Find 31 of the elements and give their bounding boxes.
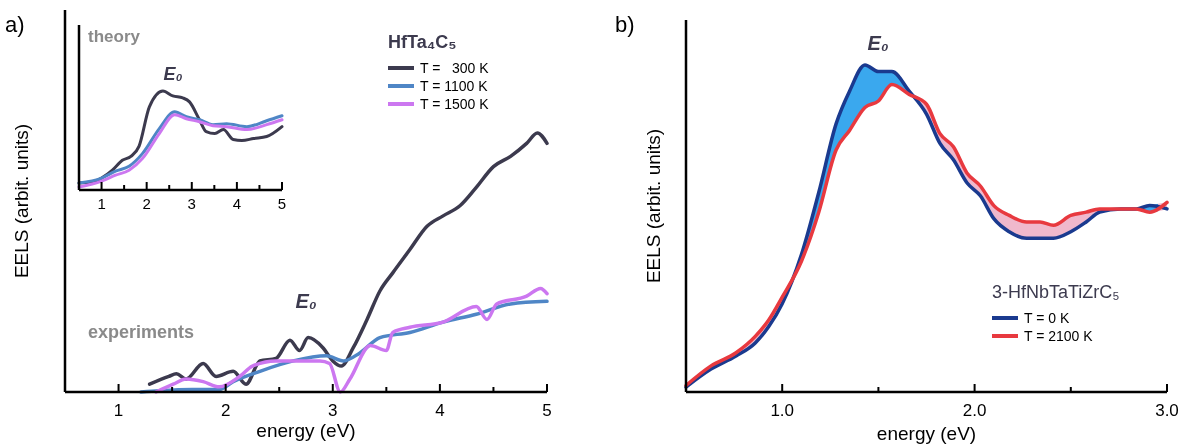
- x-tick-label: 4: [435, 401, 445, 420]
- legend-title: HfTa₄C₅: [388, 32, 457, 52]
- x-tick-label: 1: [113, 401, 124, 420]
- annotation: E₀: [295, 290, 317, 312]
- legend-label: T = 1500 K: [420, 96, 490, 112]
- y-axis-title: EELS (arbit. units): [11, 123, 32, 279]
- x-axis-title: energy (eV): [876, 423, 977, 444]
- legend-label: T = 300 K: [420, 60, 490, 76]
- x-tick-label: 3: [187, 195, 196, 212]
- text: E₀: [163, 64, 183, 84]
- x-tick-label: 2.0: [962, 401, 987, 420]
- legend-label: T = 2100 K: [1024, 328, 1094, 344]
- legend-label: T = 1100 K: [420, 78, 489, 94]
- text: E₀: [867, 32, 889, 54]
- x-tick-label: 1: [97, 195, 106, 212]
- x-tick-label: 3.0: [1155, 401, 1179, 420]
- text: b): [615, 12, 635, 37]
- x-tick-label: 2: [220, 401, 231, 420]
- annotation: experiments: [88, 322, 195, 342]
- x-tick-label: 2: [142, 195, 151, 212]
- x-tick-label: 1.0: [770, 401, 795, 420]
- text: a): [5, 12, 25, 37]
- legend-label: T = 0 K: [1024, 310, 1070, 326]
- x-tick-label: 5: [542, 401, 552, 420]
- x-tick-label: 3: [328, 401, 338, 420]
- x-tick-label: 4: [232, 195, 242, 212]
- legend-title: 3-HfNbTaTiZrC₅: [992, 282, 1120, 302]
- x-axis-title: energy (eV): [256, 420, 356, 441]
- text: theory: [88, 27, 141, 46]
- y-axis-title: EELS (arbit. units): [643, 128, 664, 284]
- x-tick-label: 5: [277, 195, 287, 212]
